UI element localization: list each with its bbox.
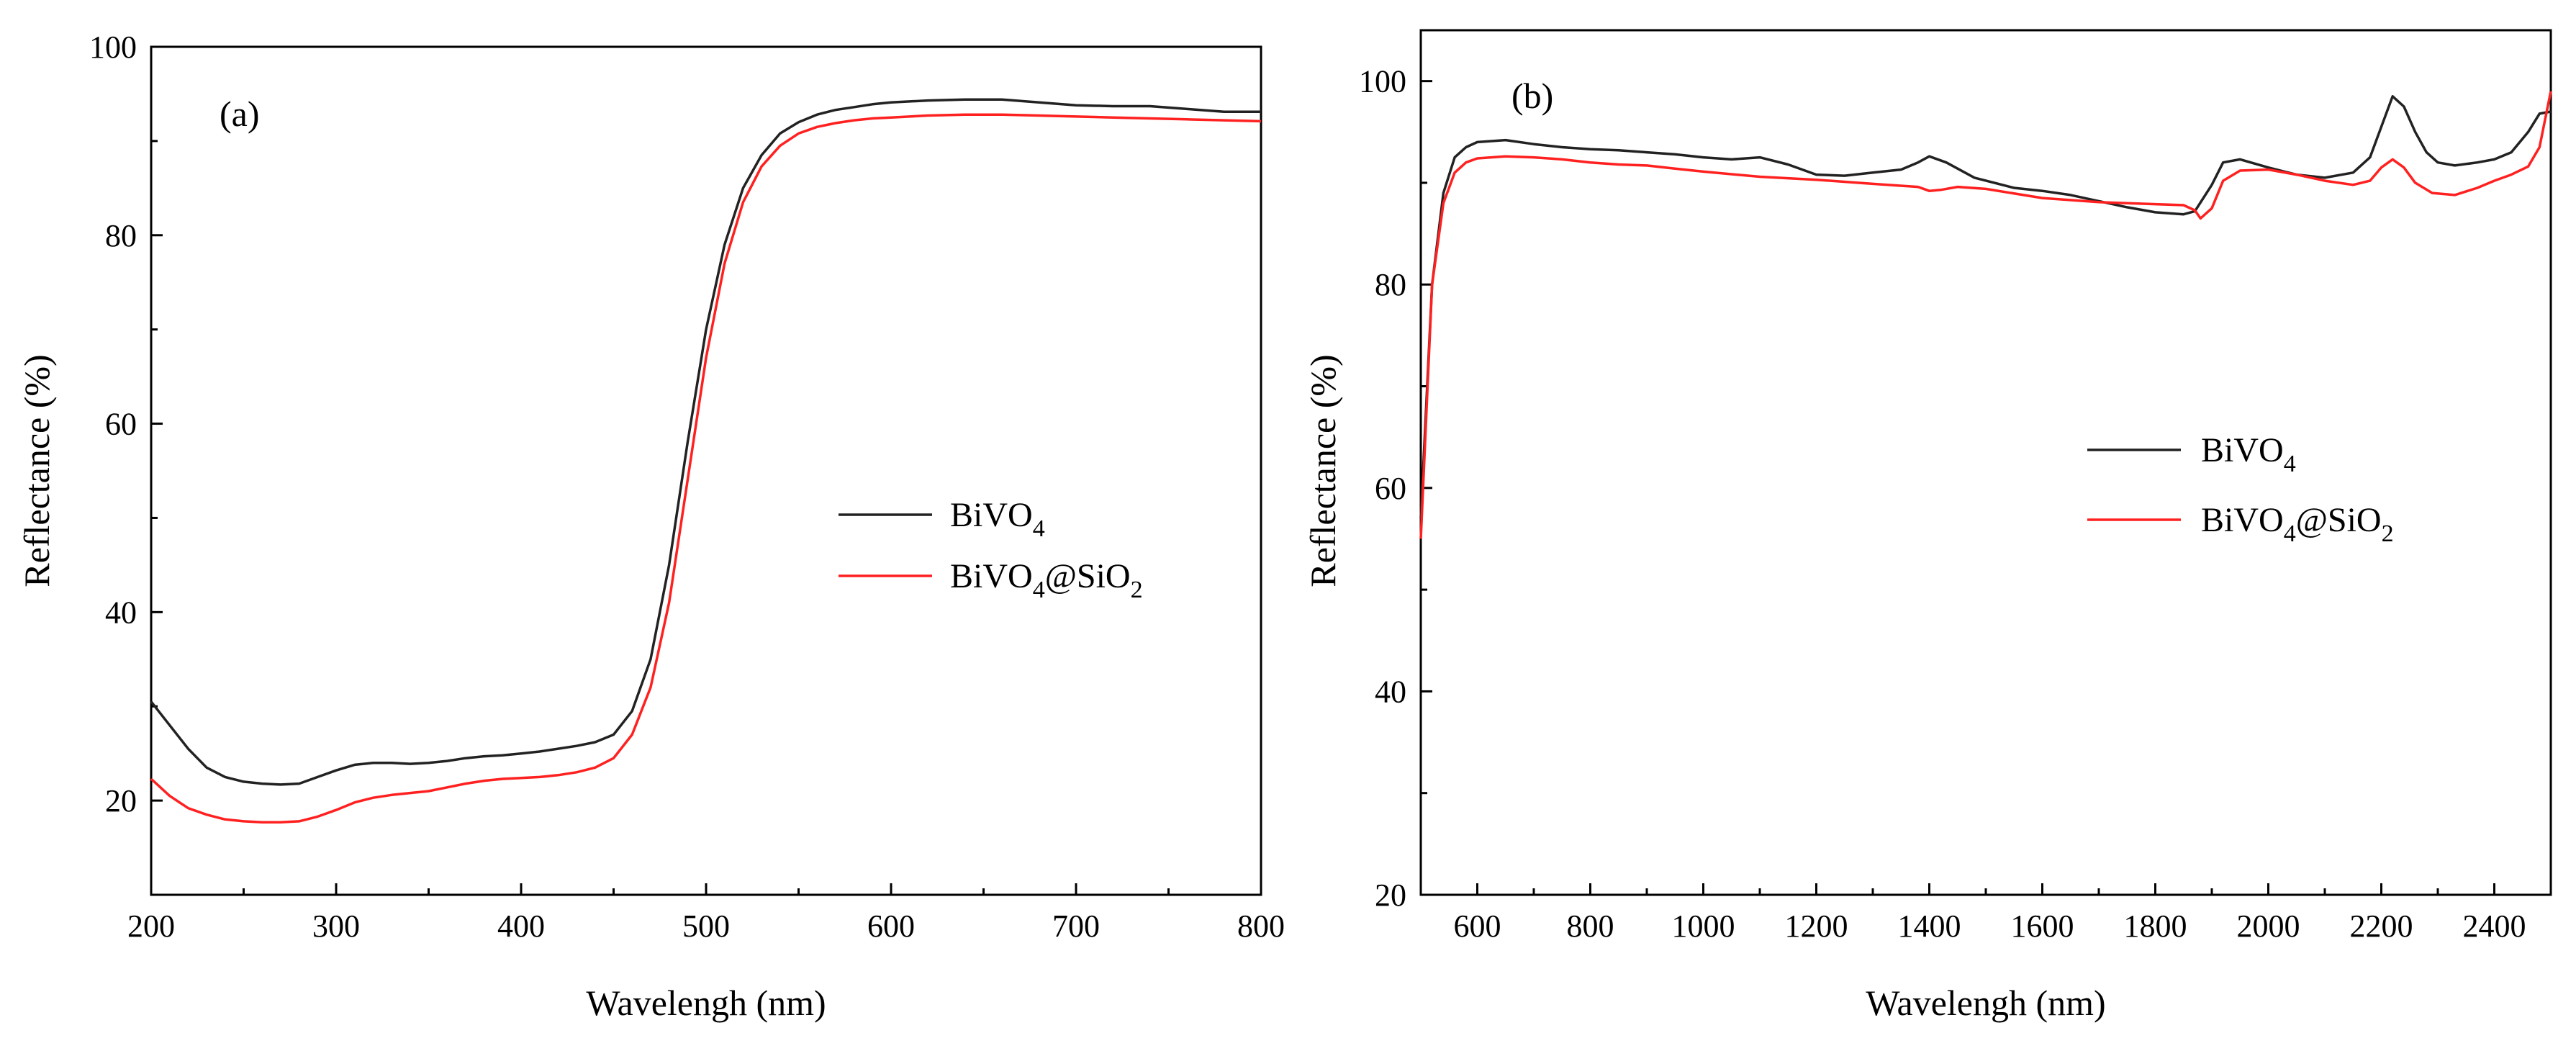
y-tick-label: 40 xyxy=(1375,674,1406,709)
panel-label: (a) xyxy=(220,94,260,134)
x-tick-label: 2200 xyxy=(2350,908,2413,944)
y-tick-label: 60 xyxy=(105,407,137,442)
y-axis-title: Reflectance (%) xyxy=(1303,354,1343,587)
panel-a-chart: 200 300 400 500 600 700 800 20 40 60 80 100 Waveleng… xyxy=(17,30,1285,1023)
y-tick-label: 20 xyxy=(1375,878,1406,913)
x-tick-label: 200 xyxy=(127,908,175,944)
x-tick-label: 800 xyxy=(1237,908,1285,944)
series-line-bivo4-sio2 xyxy=(1419,91,2552,539)
x-axis-title: Wavelengh (nm) xyxy=(1866,983,2105,1023)
x-tick-label: 600 xyxy=(867,908,915,944)
series-line-bivo4 xyxy=(150,98,1261,786)
y-tick-label: 80 xyxy=(1375,267,1406,302)
y-tick-label: 80 xyxy=(105,218,137,253)
x-tick-label: 2000 xyxy=(2237,908,2300,944)
x-axis-title: Wavelengh (nm) xyxy=(586,983,826,1023)
x-tick-label: 500 xyxy=(682,908,730,944)
x-tick-label: 400 xyxy=(497,908,545,944)
legend-label-bivo4: BiVO4 xyxy=(950,496,1045,542)
y-tick-label: 60 xyxy=(1375,471,1406,506)
legend-label-bivo4-sio2: BiVO4@SiO2 xyxy=(2201,501,2394,547)
x-tick-label: 700 xyxy=(1052,908,1100,944)
x-tick-label: 1000 xyxy=(1672,908,1735,944)
series-line-bivo4 xyxy=(1419,95,2552,519)
legend-label-bivo4-sio2: BiVO4@SiO2 xyxy=(950,557,1143,603)
y-tick-label: 100 xyxy=(1359,64,1406,99)
y-axis-title: Reflectance (%) xyxy=(17,354,57,587)
x-tick-label: 1800 xyxy=(2124,908,2187,944)
plot-frame xyxy=(150,45,1262,896)
x-tick-label: 600 xyxy=(1454,908,1501,944)
x-tick-label: 800 xyxy=(1567,908,1614,944)
y-tick-label: 20 xyxy=(105,783,137,818)
y-tick-label: 40 xyxy=(105,595,137,630)
plot-frame xyxy=(1419,29,2552,896)
y-tick-label: 100 xyxy=(89,30,137,65)
panel-b-chart: 600 800 1000 1200 1400 1600 1800 2000 2200 2400 20… xyxy=(1303,29,2552,1023)
legend: BiVO4 BiVO4@SiO2 xyxy=(839,496,1143,603)
x-tick-label: 1400 xyxy=(1898,908,1961,944)
series-line-bivo4-sio2 xyxy=(150,113,1262,824)
x-tick-label: 2400 xyxy=(2463,908,2526,944)
legend: BiVO4 BiVO4@SiO2 xyxy=(2087,431,2394,547)
legend-label-bivo4: BiVO4 xyxy=(2201,431,2296,477)
x-tick-label: 1200 xyxy=(1785,908,1848,944)
x-tick-label: 300 xyxy=(312,908,360,944)
panel-label: (b) xyxy=(1511,76,1553,116)
x-tick-label: 1600 xyxy=(2011,908,2074,944)
